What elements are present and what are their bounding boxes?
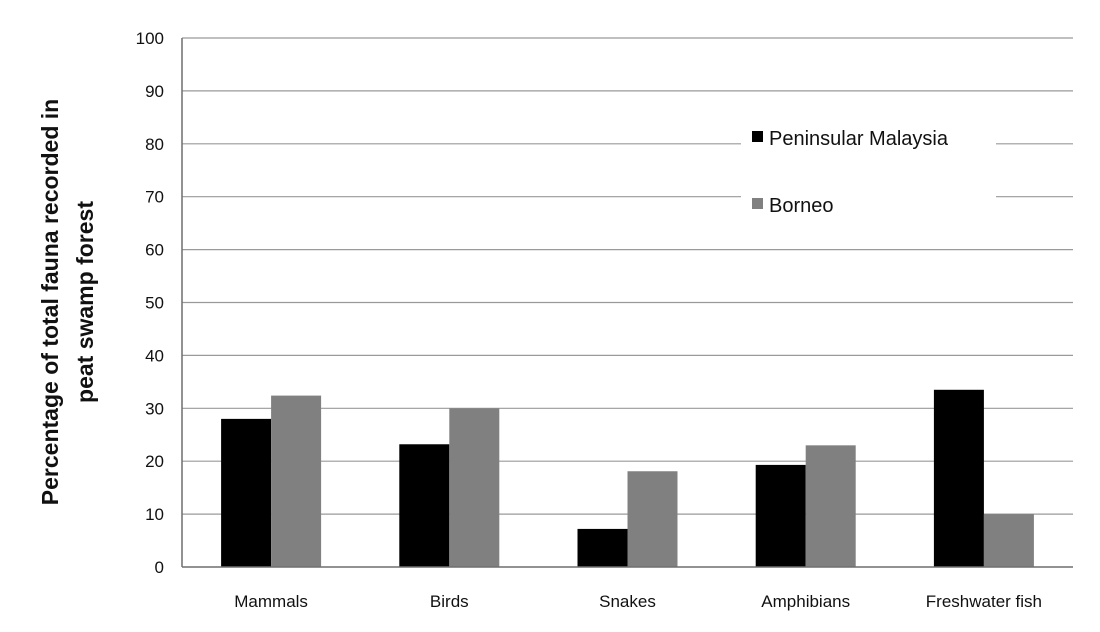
y-tick-label: 10 bbox=[145, 505, 164, 524]
bar-borneo-mammals bbox=[271, 395, 322, 567]
y-tick-label: 30 bbox=[145, 399, 164, 418]
bar-borneo-snakes bbox=[627, 471, 678, 567]
y-tick-label: 80 bbox=[145, 135, 164, 154]
legend-swatch-borneo bbox=[752, 198, 763, 209]
y-tick-label: 100 bbox=[136, 29, 164, 48]
legend-label-borneo: Borneo bbox=[769, 195, 834, 217]
y-tick-label: 0 bbox=[155, 558, 164, 577]
bars bbox=[221, 389, 1034, 567]
y-tick-label: 50 bbox=[145, 294, 164, 313]
legend: Peninsular Malaysia Borneo bbox=[741, 120, 996, 225]
bar-peninsular-malaysia-amphibians bbox=[755, 464, 806, 567]
y-axis-label-line-2: peat swamp forest bbox=[72, 201, 98, 403]
y-tick-label: 20 bbox=[145, 452, 164, 471]
bar-peninsular-malaysia-snakes bbox=[577, 528, 628, 567]
y-axis-label-line-1: Percentage of total fauna recorded in bbox=[37, 99, 63, 505]
bar-borneo-amphibians bbox=[805, 445, 856, 567]
category-labels: Mammals Birds Snakes Amphibians Freshwater f… bbox=[234, 592, 1042, 611]
bar-peninsular-malaysia-mammals bbox=[221, 418, 272, 567]
y-tick-label: 60 bbox=[145, 241, 164, 260]
legend-background bbox=[741, 120, 996, 225]
gridlines bbox=[182, 37, 1073, 515]
category-label: Birds bbox=[430, 592, 469, 611]
y-tick-labels: 0 10 20 30 40 50 60 70 80 90 100 bbox=[136, 29, 164, 577]
bar-peninsular-malaysia-birds bbox=[399, 444, 450, 567]
legend-swatch-peninsular-malaysia bbox=[752, 131, 763, 142]
category-label: Freshwater fish bbox=[926, 592, 1042, 611]
bar-borneo-freshwater-fish bbox=[983, 514, 1034, 567]
category-label: Mammals bbox=[234, 592, 308, 611]
y-tick-label: 40 bbox=[145, 346, 164, 365]
bar-borneo-birds bbox=[449, 408, 500, 567]
category-label: Snakes bbox=[599, 592, 656, 611]
y-tick-label: 70 bbox=[145, 188, 164, 207]
category-label: Amphibians bbox=[761, 592, 850, 611]
y-tick-label: 90 bbox=[145, 82, 164, 101]
legend-label-peninsular-malaysia: Peninsular Malaysia bbox=[769, 128, 949, 150]
bar-peninsular-malaysia-freshwater-fish bbox=[933, 389, 984, 567]
